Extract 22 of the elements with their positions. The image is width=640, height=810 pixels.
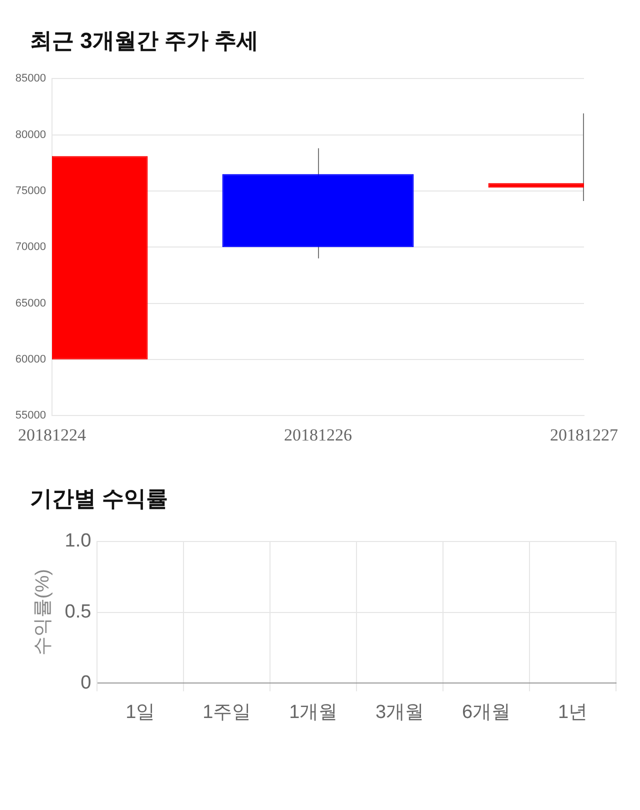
x-tick-label: 6개월 bbox=[462, 702, 511, 723]
y-tick-label: 1.0 bbox=[64, 530, 92, 552]
y-tick-label: 80000 bbox=[15, 128, 46, 141]
x-tick-label: 1년 bbox=[558, 702, 588, 723]
y-tick-label: 0.5 bbox=[64, 602, 92, 623]
y-tick-label: 0 bbox=[80, 672, 92, 694]
chart-title: 기간별 수익률 bbox=[30, 485, 170, 513]
y-tick-label: 65000 bbox=[15, 297, 46, 310]
y-tick-label: 70000 bbox=[15, 241, 46, 254]
x-tick-label: 1일 bbox=[126, 702, 156, 723]
chart-title: 최근 3개월간 주가 추세 bbox=[30, 27, 260, 55]
x-tick-label: 20181224 bbox=[18, 425, 86, 444]
y-tick-label: 55000 bbox=[15, 410, 46, 422]
y-tick-label: 60000 bbox=[15, 353, 46, 366]
y-axis-title: 수익률(%) bbox=[32, 569, 54, 656]
x-tick-label: 20181226 bbox=[284, 425, 352, 444]
x-tick-label: 1주일 bbox=[202, 702, 252, 723]
y-tick-label: 85000 bbox=[15, 72, 46, 85]
x-tick-label: 3개월 bbox=[376, 702, 424, 723]
x-tick-label: 1개월 bbox=[289, 702, 338, 723]
y-tick-label: 75000 bbox=[15, 184, 46, 197]
x-tick-label: 20181227 bbox=[550, 425, 618, 444]
